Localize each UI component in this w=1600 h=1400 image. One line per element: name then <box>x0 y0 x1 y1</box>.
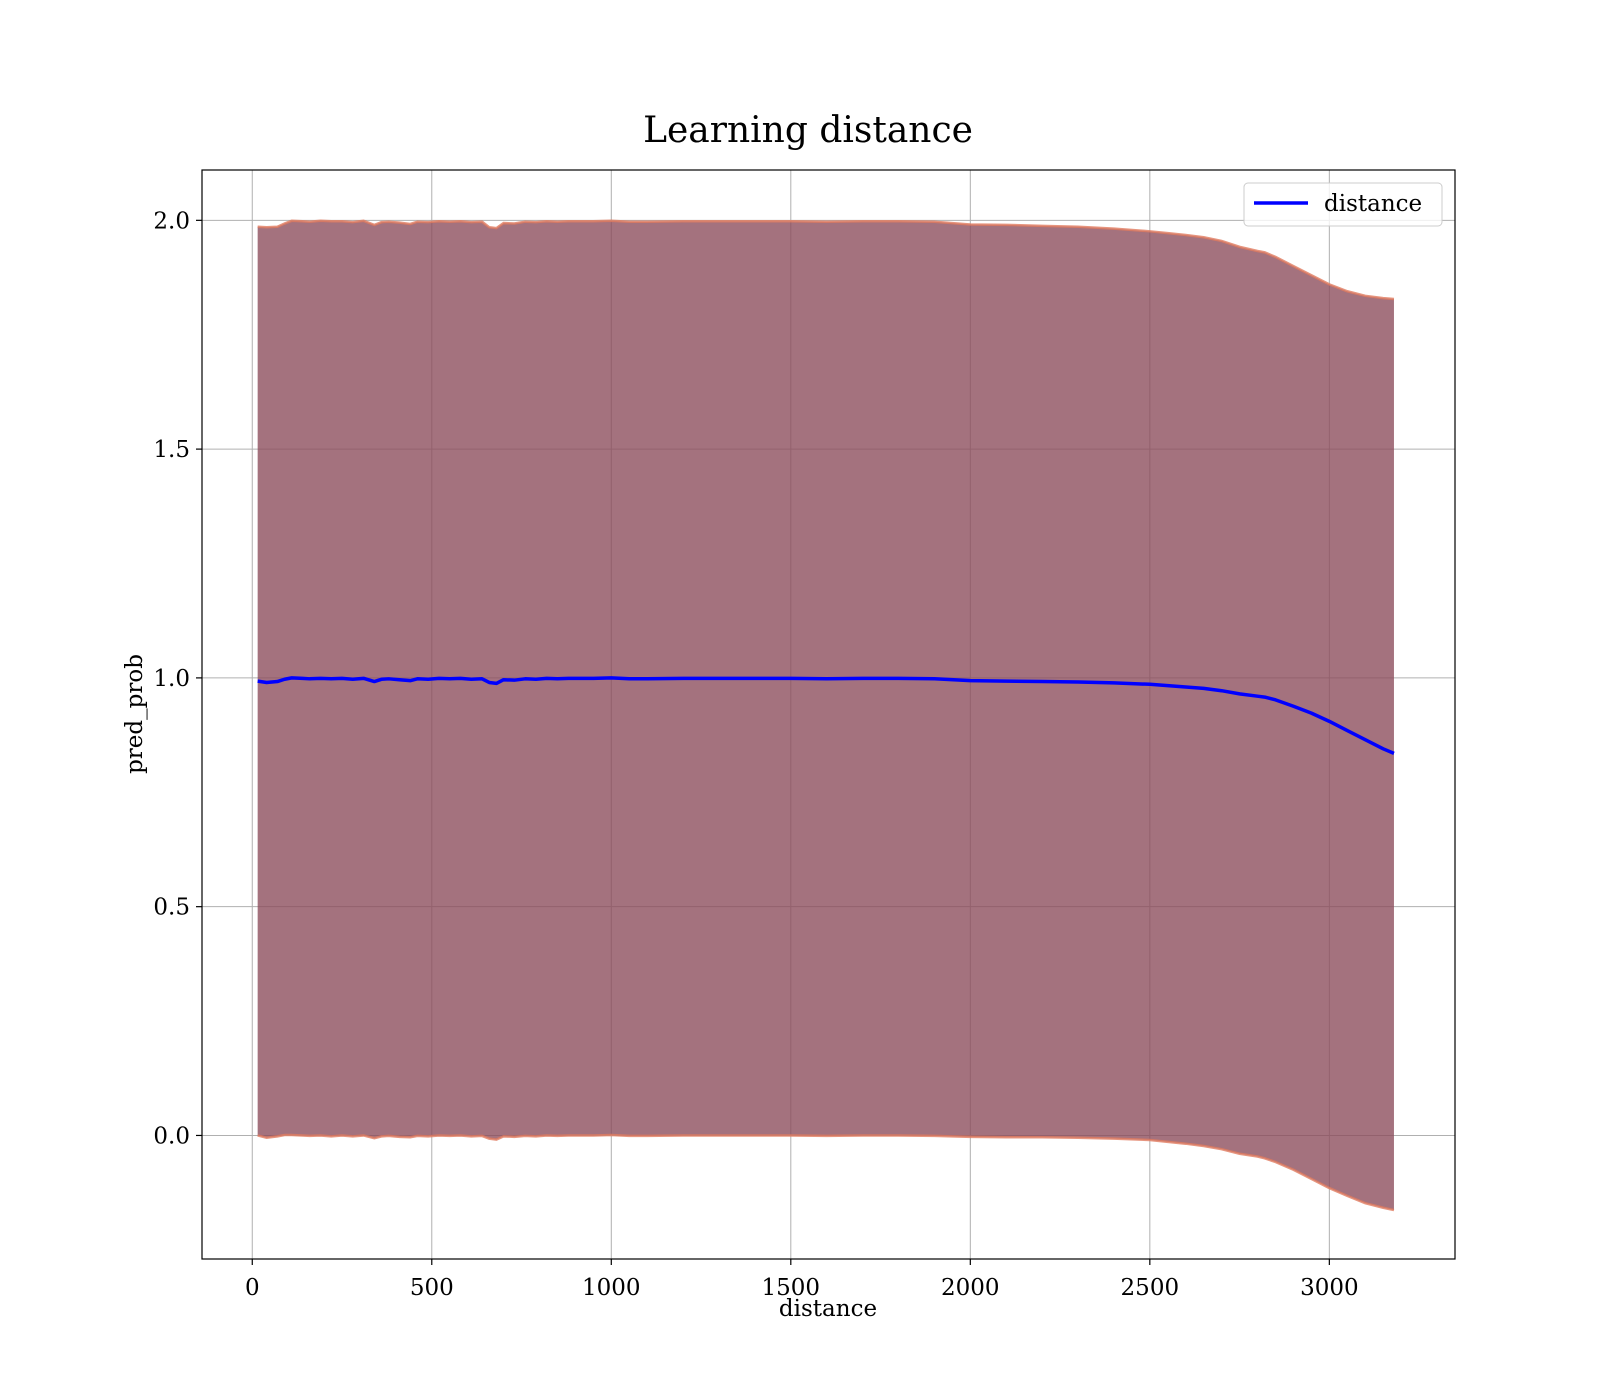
x-tick-label-5: 2500 <box>1121 1275 1180 1301</box>
confidence-band <box>257 219 1395 1212</box>
x-tick-label-4: 2000 <box>941 1275 1000 1301</box>
x-axis-label: distance <box>779 1296 877 1322</box>
x-tick-label-3: 1500 <box>762 1275 821 1301</box>
legend-box <box>1243 182 1443 227</box>
band-fill <box>257 220 1394 1211</box>
x-tick-label-0: 0 <box>245 1275 260 1301</box>
chart-title: Learning distance <box>643 110 973 151</box>
x-tick-label-2: 1000 <box>582 1275 641 1301</box>
x-tick-label-1: 500 <box>410 1275 454 1301</box>
x-tick-label-6: 3000 <box>1300 1275 1359 1301</box>
y-tick-label-0: 0.0 <box>153 1123 190 1149</box>
legend: distance <box>1243 182 1443 227</box>
y-tick-label-2: 1.0 <box>153 666 190 692</box>
band-lower-edge <box>257 1133 1395 1212</box>
y-axis-ticks: 0.0 0.5 1.0 1.5 2.0 <box>153 208 202 1149</box>
series-line-0 <box>257 676 1395 756</box>
y-tick-label-1: 0.5 <box>153 895 190 921</box>
legend-label-distance: distance <box>1324 191 1422 217</box>
x-axis-ticks: 0 500 1000 1500 2000 2500 3000 <box>245 1259 1359 1301</box>
y-tick-label-3: 1.5 <box>153 437 190 463</box>
y-tick-label-4: 2.0 <box>153 208 190 234</box>
band-upper-edge <box>257 219 1395 301</box>
y-axis-label: pred_prob <box>122 654 148 774</box>
series-lines <box>257 676 1395 756</box>
plot-frame <box>201 169 1456 1260</box>
